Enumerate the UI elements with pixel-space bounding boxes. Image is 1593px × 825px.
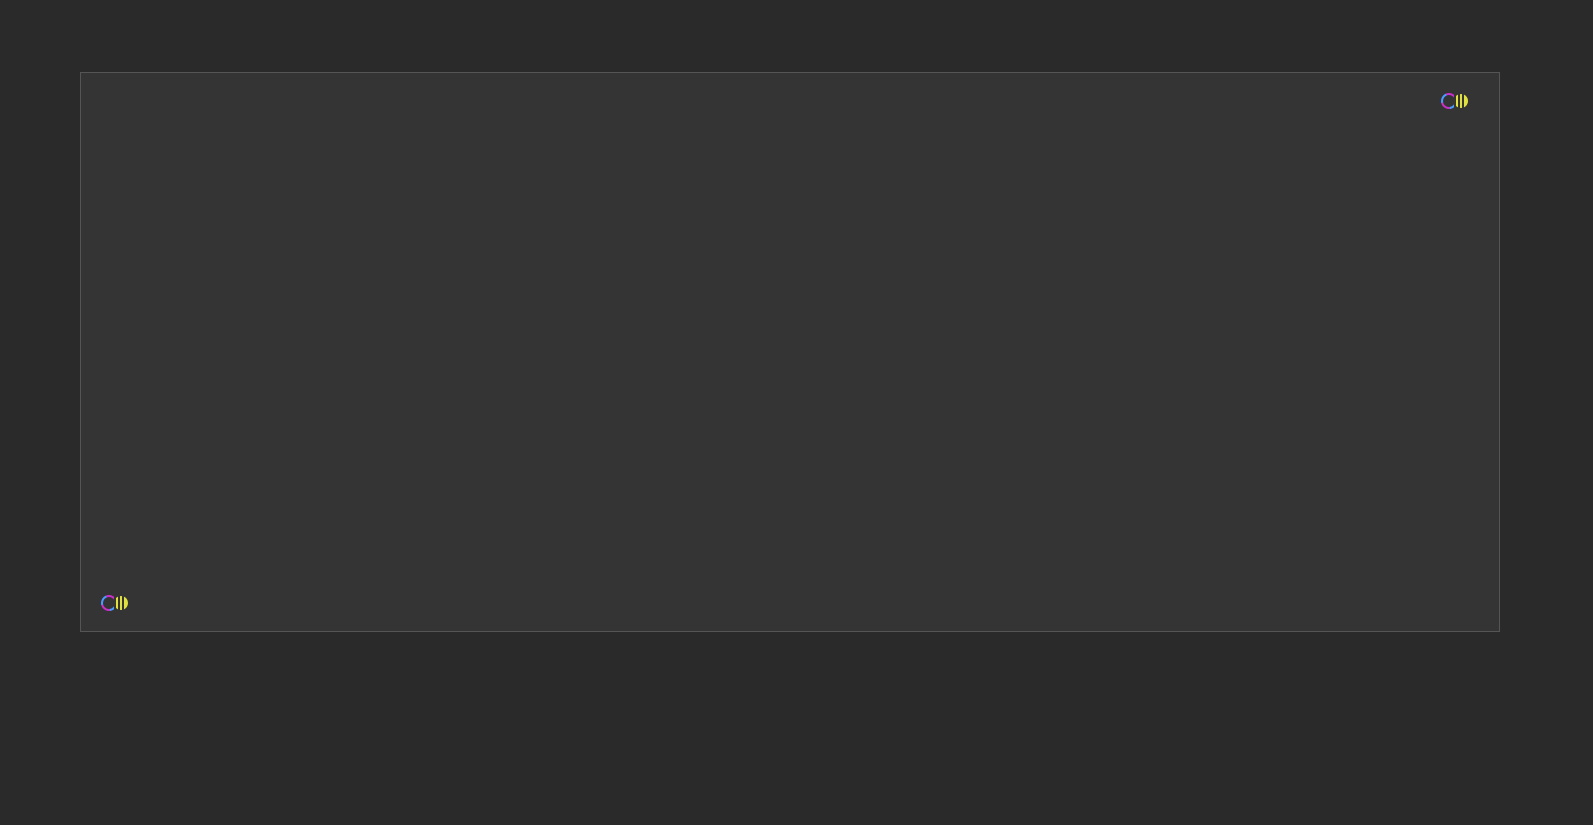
chart-title	[0, 0, 1593, 12]
climate-chart	[0, 0, 1593, 825]
x-axis-ticks	[80, 636, 1500, 660]
watermark-top	[1441, 91, 1479, 111]
watermark-bottom	[101, 593, 139, 613]
y-axis-right-ticks	[1515, 72, 1563, 632]
plot-area	[80, 72, 1500, 632]
y-axis-left-ticks	[30, 72, 78, 632]
chart-subtitle	[0, 12, 1593, 18]
brand-logo-icon	[101, 593, 131, 613]
plot-svg	[81, 73, 1499, 631]
brand-logo-icon	[1441, 91, 1471, 111]
